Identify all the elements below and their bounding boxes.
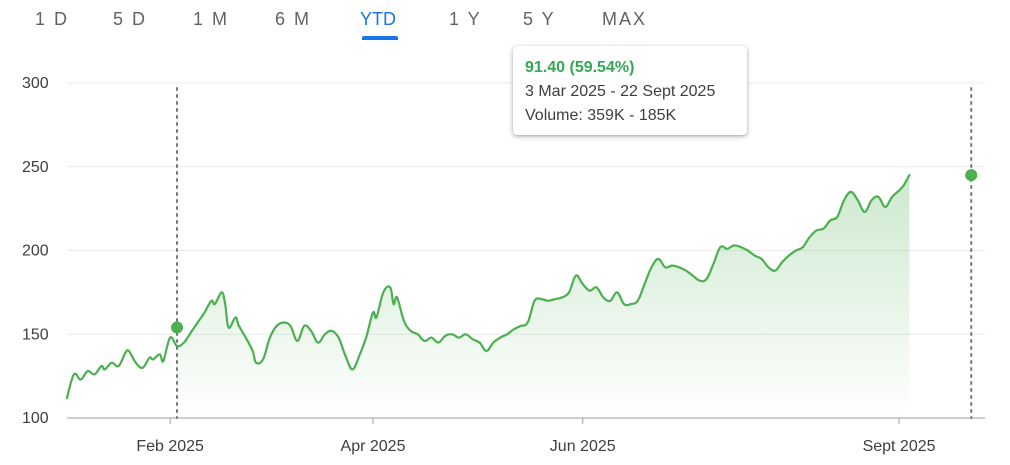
- selection-end-dot: [965, 169, 978, 182]
- y-tick-label: 150: [22, 326, 49, 343]
- range-tab-1m[interactable]: 1 M: [193, 9, 230, 29]
- selection-area-fill: [177, 175, 910, 418]
- selection-start-dot: [171, 321, 184, 334]
- y-tick-label: 250: [22, 159, 49, 176]
- range-tab-5d[interactable]: 5 D: [113, 9, 148, 29]
- range-tab-ytd[interactable]: YTD: [360, 9, 396, 29]
- range-tab-bar: 1 D 5 D 1 M 6 M YTD 1 Y 5 Y MAX: [0, 0, 1010, 44]
- range-tab-1d[interactable]: 1 D: [35, 9, 70, 29]
- range-tab-5y[interactable]: 5 Y: [523, 9, 556, 29]
- active-tab-indicator: [362, 36, 398, 40]
- y-tick-label: 200: [22, 243, 49, 260]
- tooltip-change: 91.40 (59.54%): [525, 59, 635, 76]
- x-tick-label: Apr 2025: [341, 438, 406, 455]
- price-line: [65, 174, 911, 399]
- x-tick-label: Sept 2025: [863, 438, 936, 455]
- range-tab-1y[interactable]: 1 Y: [449, 9, 482, 29]
- range-tab-max[interactable]: MAX: [602, 9, 648, 29]
- y-tick-label: 100: [22, 410, 49, 427]
- x-tick-label: Jun 2025: [550, 438, 616, 455]
- tooltip-volume: Volume: 359K - 185K: [525, 107, 677, 124]
- range-tab-6m[interactable]: 6 M: [275, 9, 312, 29]
- y-tick-label: 300: [22, 75, 49, 92]
- tooltip-date-range: 3 Mar 2025 - 22 Sept 2025: [525, 83, 716, 100]
- chart-tooltip: 91.40 (59.54%) 3 Mar 2025 - 22 Sept 2025…: [513, 46, 747, 135]
- x-tick-label: Feb 2025: [136, 438, 204, 455]
